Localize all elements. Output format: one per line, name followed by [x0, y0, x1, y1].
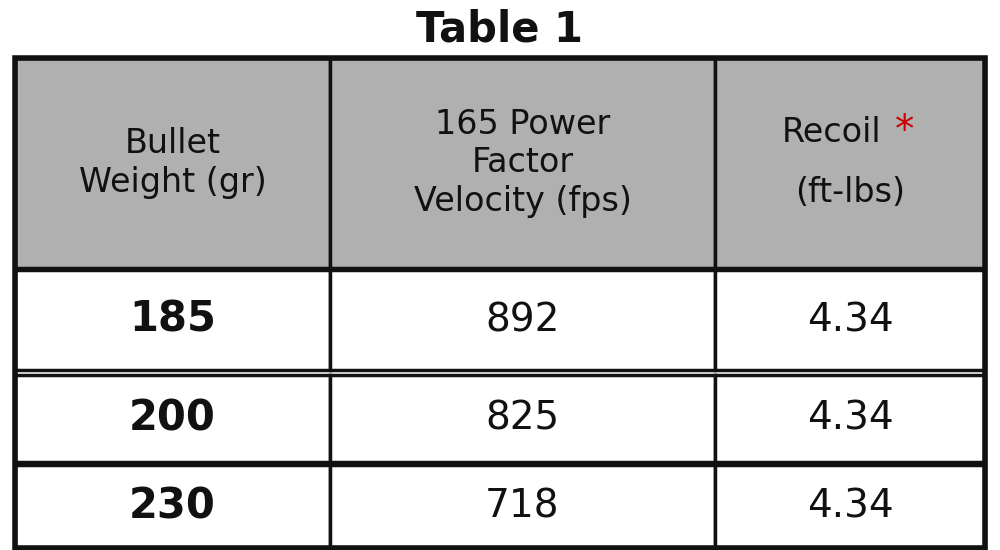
- Text: 185: 185: [129, 299, 216, 341]
- Bar: [15, 58, 985, 548]
- Text: 718: 718: [485, 487, 560, 525]
- Bar: [330, 270, 715, 370]
- Bar: [715, 270, 985, 370]
- Bar: [715, 58, 985, 268]
- Text: (ft-lbs): (ft-lbs): [795, 177, 905, 210]
- Text: 892: 892: [485, 301, 560, 339]
- Bar: [330, 375, 715, 462]
- Bar: [715, 375, 985, 462]
- Bar: [330, 465, 715, 548]
- Text: 230: 230: [129, 486, 216, 527]
- Text: 200: 200: [129, 398, 216, 439]
- Text: 4.34: 4.34: [807, 301, 893, 339]
- Bar: [15, 375, 330, 462]
- Text: Recoil: Recoil: [782, 117, 882, 150]
- Text: 4.34: 4.34: [807, 399, 893, 437]
- Bar: [330, 58, 715, 268]
- Text: *: *: [895, 112, 915, 150]
- Text: 4.34: 4.34: [807, 487, 893, 525]
- Text: 165 Power
Factor
Velocity (fps): 165 Power Factor Velocity (fps): [414, 108, 631, 218]
- Bar: [15, 270, 330, 370]
- Bar: [15, 465, 330, 548]
- Text: Table 1: Table 1: [416, 9, 584, 51]
- Text: 825: 825: [485, 399, 560, 437]
- Text: Bullet
Weight (gr): Bullet Weight (gr): [79, 128, 266, 199]
- Bar: [715, 465, 985, 548]
- Bar: [15, 58, 330, 268]
